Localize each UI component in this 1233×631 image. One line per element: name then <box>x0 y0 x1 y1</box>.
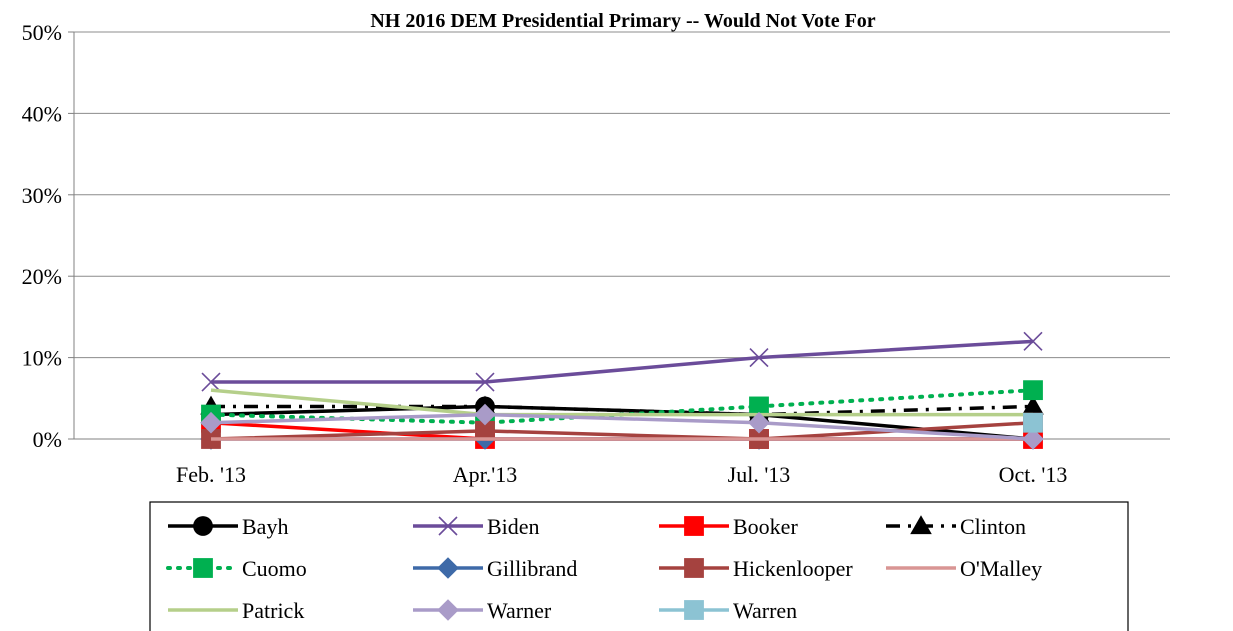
legend-swatch-marker <box>910 515 932 535</box>
legend-swatch-marker <box>684 558 704 578</box>
legend-item-clinton: Clinton <box>886 514 1026 539</box>
legend-label: Bayh <box>242 514 288 539</box>
series-line-biden <box>211 339 1034 384</box>
series-biden <box>201 331 1043 392</box>
series-warren <box>1023 412 1043 433</box>
series-line-clinton <box>211 404 1034 417</box>
legend-label: Hickenlooper <box>733 556 853 581</box>
legend-label: Cuomo <box>242 556 307 581</box>
data-point-biden <box>1023 331 1043 351</box>
legend-swatch-marker <box>438 516 458 536</box>
data-point-warner <box>474 403 496 426</box>
legend-swatch-marker <box>437 557 459 579</box>
legend-item-patrick: Patrick <box>168 598 304 623</box>
series-line-patrick <box>210 388 1033 417</box>
legend-swatch-marker <box>684 516 704 536</box>
data-point-warner <box>1022 428 1044 450</box>
data-point-cuomo <box>749 396 769 417</box>
legend-label: Booker <box>733 514 798 539</box>
gridlines <box>74 31 1170 359</box>
data-point-biden <box>475 372 495 392</box>
legend-swatch-marker <box>437 599 459 621</box>
legend-label: Patrick <box>242 598 304 623</box>
legend-swatch-marker <box>193 558 213 578</box>
legend-item-biden: Biden <box>413 514 540 539</box>
legend-item-hickenlooper: Hickenlooper <box>659 556 853 581</box>
legend-item-o-malley: O'Malley <box>886 556 1042 581</box>
legend-item-booker: Booker <box>659 514 798 539</box>
data-point-biden <box>201 372 221 392</box>
x-tick-label: Oct. '13 <box>999 462 1068 487</box>
x-tick-label: Apr.'13 <box>453 462 517 487</box>
legend-box <box>149 501 1129 631</box>
data-point-warren <box>1023 412 1043 433</box>
series-line-bayh <box>210 404 1034 441</box>
series-line-warner <box>210 412 1034 441</box>
data-point-biden <box>749 348 769 368</box>
y-tick-label: 40% <box>22 101 62 126</box>
x-tick-label: Jul. '13 <box>728 462 791 487</box>
series-bayh <box>201 396 1043 449</box>
data-point-warner <box>200 411 222 434</box>
y-tick-label: 20% <box>22 264 62 289</box>
legend-label: Biden <box>487 514 540 539</box>
data-point-warner <box>748 411 770 434</box>
legend-label: Warren <box>733 598 797 623</box>
legend-item-warren: Warren <box>659 598 797 623</box>
legend-label: Gillibrand <box>487 556 577 581</box>
legend-label: Clinton <box>960 514 1026 539</box>
legend-item-bayh: Bayh <box>168 514 288 539</box>
y-tick-label: 30% <box>22 183 62 208</box>
legend-swatch-marker <box>684 600 704 620</box>
legend-label: Warner <box>487 598 552 623</box>
data-point-clinton <box>1022 395 1044 415</box>
legend-item-gillibrand: Gillibrand <box>413 556 577 581</box>
y-axis: 0% 10% 20% 30% 40% 50% <box>22 20 75 452</box>
legend-swatch-marker <box>193 516 213 536</box>
legend-item-cuomo: Cuomo <box>166 556 307 581</box>
x-tick-label: Feb. '13 <box>176 462 246 487</box>
series-cuomo <box>201 380 1043 433</box>
series-patrick <box>210 388 1033 417</box>
data-point-hickenlooper <box>475 420 495 441</box>
y-tick-label: 0% <box>33 427 62 452</box>
legend-label: O'Malley <box>960 556 1042 581</box>
y-tick-label: 10% <box>22 346 62 371</box>
y-tick-label: 50% <box>22 20 62 45</box>
legend: Bayh Biden Booker Clinton Cuomo Gillibrand Hic… <box>149 501 1129 631</box>
series-warner <box>200 403 1044 450</box>
plot-area <box>200 331 1044 450</box>
x-axis: Feb. '13 Apr.'13 Jul. '13 Oct. '13 <box>74 438 1170 487</box>
legend-item-warner: Warner <box>413 598 552 623</box>
data-point-cuomo <box>1023 380 1043 401</box>
chart-title: NH 2016 DEM Presidential Primary -- Woul… <box>370 10 875 32</box>
